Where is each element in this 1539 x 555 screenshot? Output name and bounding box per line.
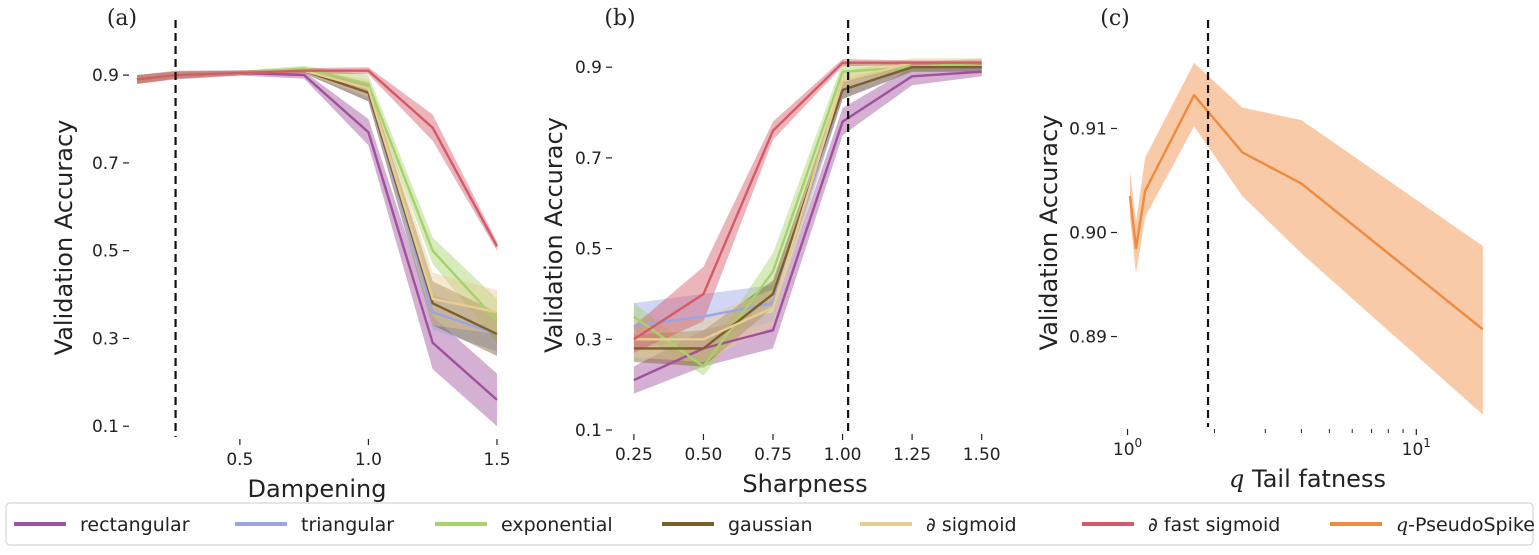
band-triangular (137, 68, 497, 352)
legend-item: exponential (435, 514, 613, 536)
y-tick-label: 0.3 (575, 330, 602, 350)
y-tick-label: 0.90 (1069, 224, 1107, 244)
x-tick-label: 0.50 (685, 445, 723, 465)
x-tick-label: 1.50 (963, 445, 1001, 465)
panel-3: (c) 0.89 0.90 0.91 100 101 q Tail fatness Valid… (1035, 6, 1484, 493)
band-q-PseudoSpike (1130, 62, 1483, 415)
band-triangular (633, 62, 982, 349)
line-∂ fast sigmoid (136, 69, 499, 247)
band-∂ sigmoid (633, 58, 982, 362)
legend-label: ∂ sigmoid (926, 514, 1017, 536)
x-axis-label: Sharpness (742, 470, 867, 498)
legend-item: ∂ sigmoid (860, 514, 1017, 536)
x-tick-label: 1.00 (824, 445, 862, 465)
y-axis-label: Validation Accuracy (50, 120, 78, 356)
line-rectangular (633, 70, 982, 382)
line-∂ fast sigmoid (633, 61, 982, 341)
y-tick-label: 0.7 (92, 154, 119, 174)
band-exponential (633, 58, 982, 376)
legend-label: triangular (301, 514, 394, 536)
line-rectangular (136, 71, 498, 401)
y-tick-label: 0.91 (1069, 119, 1107, 139)
band-gaussian (137, 68, 497, 356)
band-rectangular (137, 70, 497, 427)
panel-label: (c) (1100, 6, 1130, 31)
x-axis-label: q Tail fatness (1229, 465, 1386, 493)
y-tick-label: 0.9 (575, 58, 602, 78)
legend-label: q-PseudoSpike (1396, 514, 1535, 536)
y-tick-label: 0.89 (1069, 328, 1107, 348)
line-q-PseudoSpike (1128, 93, 1484, 331)
band-∂ sigmoid (137, 68, 497, 335)
x-tick-label: 0.75 (754, 445, 792, 465)
legend-label: rectangular (80, 514, 190, 536)
x-axis-label: Dampening (248, 475, 387, 503)
x-tick-label: 101 (1402, 436, 1431, 460)
band-∂ fast sigmoid (137, 67, 497, 251)
y-tick-label: 0.9 (92, 66, 119, 86)
legend: rectangular triangular exponential gaussian… (5, 502, 1535, 546)
panel-2: (b) 0.1 0.3 0.5 0.7 0.9 0.25 0.50 0.75 1.00 1.25 1.… (540, 6, 1001, 498)
legend-label: ∂ fast sigmoid (1148, 514, 1280, 536)
legend-label: exponential (501, 514, 613, 536)
y-tick-label: 0.1 (92, 417, 119, 437)
legend-item: ∂ fast sigmoid (1082, 514, 1280, 536)
band-rectangular (633, 67, 982, 394)
legend-item: triangular (235, 514, 394, 536)
x-tick-label: 0.5 (226, 450, 253, 470)
y-tick-label: 0.5 (575, 240, 602, 260)
legend-item: q-PseudoSpike (1330, 514, 1535, 536)
x-tick-label: 0.25 (615, 445, 653, 465)
y-tick-label: 0.5 (92, 242, 119, 262)
x-tick-label: 1.0 (355, 450, 382, 470)
legend-label: gaussian (728, 514, 813, 536)
y-tick-label: 0.7 (575, 149, 602, 169)
band-∂ fast sigmoid (633, 59, 982, 353)
panel-label: (b) (604, 6, 635, 31)
panel-label: (a) (107, 6, 137, 31)
y-axis-label: Validation Accuracy (1035, 115, 1063, 351)
x-tick-label: 100 (1113, 436, 1142, 460)
y-tick-label: 0.3 (92, 329, 119, 349)
x-tick-label: 1.5 (483, 450, 510, 470)
y-tick-label: 0.1 (575, 421, 602, 441)
band-gaussian (633, 62, 982, 367)
x-tick-label: 1.25 (893, 445, 931, 465)
legend-frame (5, 502, 1534, 546)
legend-item: gaussian (662, 514, 813, 536)
legend-item: rectangular (14, 514, 190, 536)
panel-1: (a) 0.1 0.3 0.5 0.7 0.9 0.5 1.0 1.5 Dampening Vali… (50, 6, 511, 503)
y-axis-label: Validation Accuracy (540, 117, 568, 353)
chart-panels: (a) 0.1 0.3 0.5 0.7 0.9 0.5 1.0 1.5 Dampening Vali… (50, 6, 1484, 503)
